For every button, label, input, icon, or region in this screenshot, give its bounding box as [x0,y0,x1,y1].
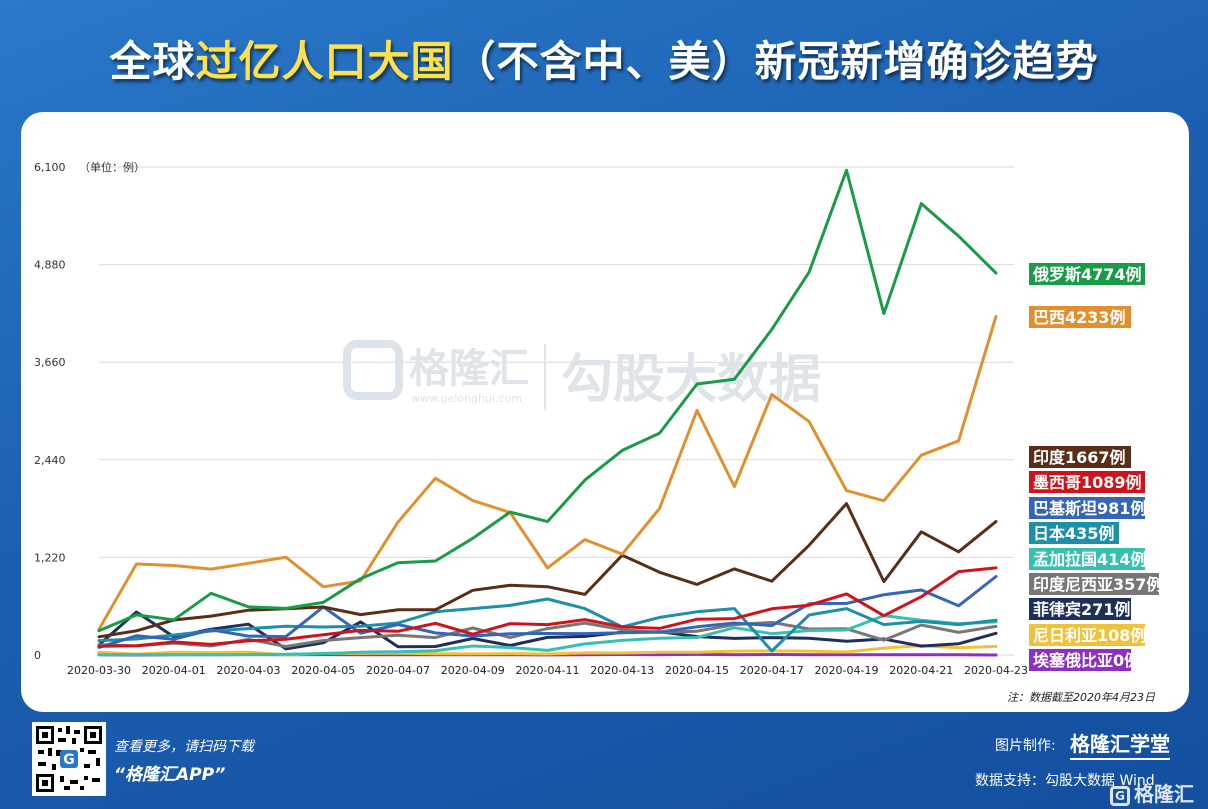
legend-label-印度尼西亚: 印度尼西亚357例 [1033,575,1162,594]
x-tick-label: 2020-04-05 [291,664,355,677]
chart-panel: 0 1,220 2,440 3,660 4,880 6,100 （单位：例） 2020-03-… [21,112,1189,712]
x-tick-label: 2020-04-13 [590,664,654,677]
x-tick-label: 2020-04-07 [366,664,430,677]
series-line-墨西哥 [97,566,998,648]
y-tick-label: 3,660 [34,356,66,369]
series-line-巴西 [97,314,998,631]
legend-swatch-印度 [1029,446,1131,468]
legend-swatch-日本 [1029,522,1119,544]
x-tick-label: 2020-04-01 [142,664,206,677]
watermark-logo-icon [343,340,403,400]
legend-label-巴西: 巴西4233例 [1033,308,1126,327]
x-tick-label: 2020-04-21 [889,664,953,677]
qr-code-icon: G [34,724,104,794]
unit-label: （单位：例） [79,160,145,174]
x-tick-label: 2020-04-15 [665,664,729,677]
legend-swatch-巴西 [1029,306,1131,328]
title-highlight: 过亿人口大国 [195,37,454,86]
x-tick-label: 2020-04-11 [516,664,580,677]
legend-label-印度: 印度1667例 [1033,448,1126,467]
y-tick-label: 6,100 [34,161,66,174]
title-prefix: 全球 [109,37,196,86]
title-suffix: （不含中、美）新冠新增确诊趋势 [453,37,1099,86]
legend-label-日本: 日本435例 [1033,524,1114,543]
series-line-日本 [97,597,998,653]
legend-label-孟加拉国: 孟加拉国414例 [1033,550,1146,569]
line-chart: 0 1,220 2,440 3,660 4,880 6,100 （单位：例） 2020-03-… [34,160,1162,677]
legend-label-尼日利亚: 尼日利亚108例 [1033,626,1146,645]
scan-hint: 查看更多，请扫码下载 [114,739,254,755]
legend-label-俄罗斯: 俄罗斯4774例 [1032,265,1142,284]
watermark-url: www.gelonghui.com [411,392,522,405]
x-tick-label: 2020-04-23 [964,664,1028,677]
legend-swatch-巴基斯坦 [1029,497,1145,519]
legend-swatch-菲律宾 [1029,598,1131,620]
x-tick-label: 2020-04-17 [740,664,804,677]
series-line-菲律宾 [97,610,998,651]
y-tick-label: 2,440 [34,454,66,467]
legend-swatch-尼日利亚 [1029,624,1145,646]
data-note: 注：数据截至2020年4月23日 [1007,691,1155,704]
app-name: “格隆汇APP” [114,765,226,785]
legend-swatch-埃塞俄比亚 [1029,649,1131,671]
legend-swatch-孟加拉国 [1029,548,1145,570]
legend-swatch-墨西哥 [1029,471,1145,493]
watermark-brand: 格隆汇 [409,346,529,392]
series-line-印度 [97,502,998,639]
series-line-巴基斯坦 [97,575,998,649]
y-tick-label: 0 [34,649,41,662]
logo-icon: G [1110,785,1130,806]
x-tick-label: 2020-03-30 [67,664,131,677]
legend-label-菲律宾: 菲律宾271例 [1033,600,1130,619]
qr-code[interactable]: G [32,722,106,796]
y-tick-label: 4,880 [34,259,66,272]
corner-brand: 格隆汇 [1134,782,1194,806]
corner-logo: G 格隆汇 [1110,778,1194,807]
made-label: 图片制作: [995,738,1056,754]
series-line-俄罗斯 [97,168,998,633]
data-support: 数据支持：勾股大数据 Wind [975,773,1155,789]
x-tick-label: 2020-04-03 [217,664,281,677]
x-tick-label: 2020-04-19 [815,664,879,677]
y-tick-label: 1,220 [34,551,66,564]
legend-label-墨西哥: 墨西哥1089例 [1033,473,1142,492]
legend-swatch-印度尼西亚 [1029,573,1159,595]
legend-label-埃塞俄比亚: 埃塞俄比亚0例 [1033,651,1140,670]
series-line-尼日利亚 [97,644,998,657]
svg-text:G: G [63,752,75,768]
legend-swatch-俄罗斯 [1029,263,1145,285]
made-brand: 格隆汇学堂 [1070,728,1170,760]
x-tick-label: 2020-04-09 [441,664,505,677]
legend-label-巴基斯坦: 巴基斯坦981例 [1033,499,1146,518]
series-line-孟加拉国 [97,614,998,657]
page-title: 全球过亿人口大国（不含中、美）新冠新增确诊趋势 [0,28,1208,89]
